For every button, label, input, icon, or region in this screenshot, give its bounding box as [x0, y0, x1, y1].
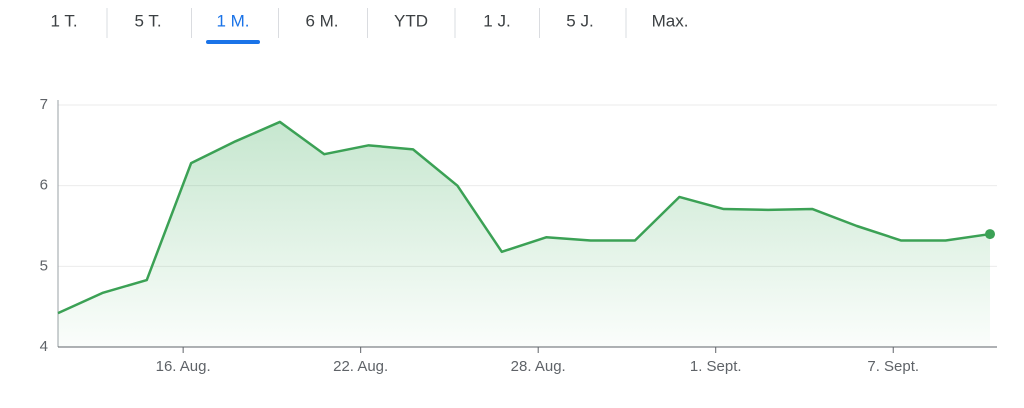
y-tick-label: 7: [40, 96, 48, 113]
price-line: [57, 120, 991, 315]
range-tabs: 1 T. 5 T. 1 M. 6 M. YTD 1 J. 5 J. Max.: [50, 8, 688, 44]
range-tab[interactable]: 1 M.: [216, 11, 249, 30]
plot: 4 5 6 7 16. Aug. 22. Aug. 28. Aug. 1. Sept. 7. S…: [40, 96, 997, 375]
last-point: [985, 229, 995, 240]
y-tick-label: 5: [40, 257, 48, 274]
y-tick-label: 4: [40, 338, 48, 355]
range-tab[interactable]: 1 J.: [483, 11, 510, 30]
range-tab[interactable]: YTD: [394, 11, 428, 30]
x-tick-label: 22. Aug.: [333, 358, 388, 375]
range-tab[interactable]: 5 J.: [566, 11, 593, 30]
y-tick-label: 6: [40, 177, 48, 194]
x-tick-label: 1. Sept.: [690, 358, 742, 375]
area-fill: [58, 121, 990, 347]
x-tick-label: 16. Aug.: [156, 358, 211, 375]
range-tab[interactable]: 5 T.: [134, 11, 161, 30]
x-tick-label: 7. Sept.: [867, 358, 919, 375]
tab-underline: [206, 40, 260, 44]
range-tab[interactable]: 6 M.: [305, 11, 338, 30]
range-tab[interactable]: 1 T.: [50, 11, 77, 30]
range-tab[interactable]: Max.: [652, 11, 689, 30]
x-tick-label: 28. Aug.: [511, 358, 566, 375]
